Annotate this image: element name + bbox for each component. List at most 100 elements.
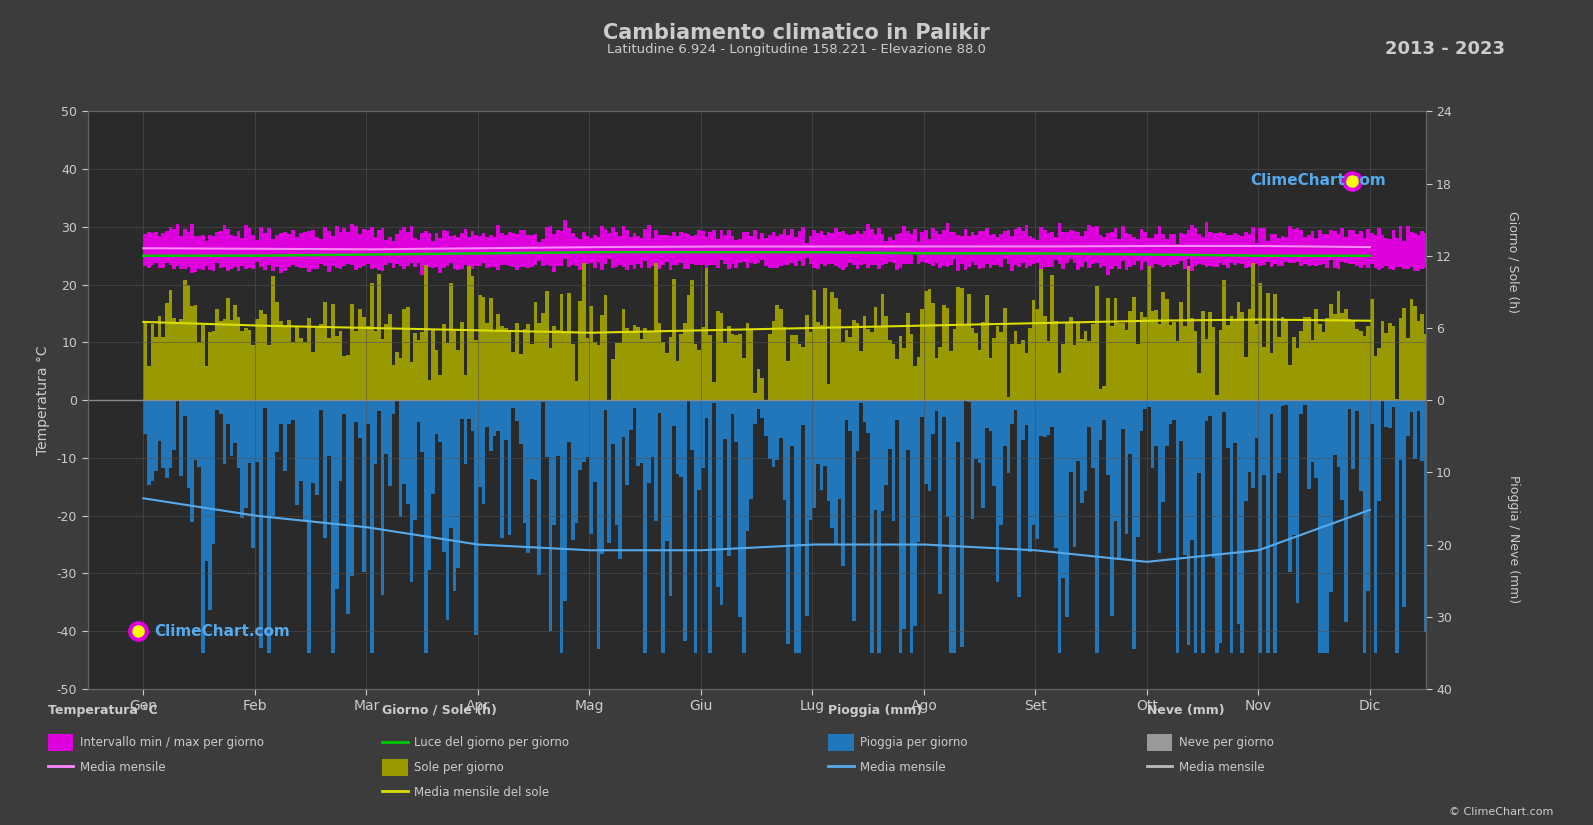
Bar [731, 236, 734, 264]
Bar [545, 227, 548, 266]
Text: Media mensile: Media mensile [1179, 761, 1265, 774]
Bar [1007, 397, 1010, 400]
Bar [1117, 400, 1121, 558]
Bar [916, 242, 921, 264]
Bar [1114, 400, 1117, 521]
Bar [456, 400, 460, 568]
Bar [406, 233, 409, 266]
Bar [855, 400, 859, 450]
Bar [887, 400, 892, 449]
Bar [553, 326, 556, 400]
Bar [1066, 232, 1069, 263]
Bar [1099, 389, 1102, 400]
Bar [1058, 400, 1061, 653]
Bar [793, 238, 798, 266]
Bar [370, 400, 374, 653]
Bar [981, 400, 984, 507]
Bar [644, 229, 647, 261]
Bar [723, 343, 726, 400]
Bar [1164, 238, 1169, 266]
Bar [1102, 237, 1106, 266]
Bar [1340, 313, 1344, 400]
Bar [268, 345, 271, 400]
Bar [1018, 400, 1021, 597]
Bar [395, 351, 398, 400]
Bar [1356, 328, 1359, 400]
Bar [1407, 338, 1410, 400]
Bar [1367, 400, 1370, 592]
Bar [1219, 232, 1222, 263]
Bar [1329, 304, 1333, 400]
Bar [593, 342, 597, 400]
Bar [363, 229, 366, 266]
Bar [1035, 400, 1039, 539]
Bar [1102, 386, 1106, 400]
Bar [299, 338, 303, 400]
Bar [1325, 318, 1329, 400]
Bar [295, 327, 299, 400]
Bar [1306, 400, 1311, 489]
Bar [143, 400, 147, 434]
Bar [244, 225, 247, 269]
Bar [147, 366, 151, 400]
Bar [992, 338, 996, 400]
Bar [683, 323, 687, 400]
Bar [503, 400, 508, 441]
Bar [406, 400, 409, 504]
Bar [776, 236, 779, 268]
Bar [892, 240, 895, 262]
Bar [675, 400, 679, 474]
Bar [427, 380, 432, 400]
Bar [838, 232, 841, 268]
Bar [970, 233, 975, 262]
Bar [870, 229, 873, 265]
Bar [526, 400, 530, 553]
Bar [1050, 232, 1055, 267]
Bar [186, 232, 190, 266]
Bar [999, 332, 1004, 400]
Bar [604, 295, 607, 400]
Bar [1193, 331, 1198, 400]
Bar [726, 400, 731, 556]
Bar [658, 323, 661, 400]
Bar [629, 237, 632, 266]
Bar [938, 234, 941, 268]
Bar [746, 400, 749, 531]
Bar [1133, 237, 1136, 265]
Bar [835, 228, 838, 266]
Bar [268, 400, 271, 653]
Bar [636, 236, 640, 264]
Bar [241, 238, 244, 266]
Bar [1445, 323, 1450, 400]
Bar [742, 233, 746, 262]
Bar [421, 233, 424, 275]
Bar [827, 233, 830, 263]
Bar [1351, 230, 1356, 264]
Bar [475, 235, 478, 266]
Bar [838, 309, 841, 400]
Bar [381, 338, 384, 400]
Bar [970, 328, 975, 400]
Bar [824, 400, 827, 466]
Bar [687, 233, 690, 270]
Bar [1359, 400, 1362, 491]
Bar [1125, 233, 1128, 270]
Bar [1395, 400, 1399, 653]
Bar [395, 233, 398, 264]
Bar [878, 327, 881, 400]
Bar [749, 236, 753, 263]
Bar [720, 314, 723, 400]
Bar [247, 400, 252, 463]
Bar [523, 400, 526, 523]
Bar [844, 329, 849, 400]
Bar [1032, 400, 1035, 525]
Bar [873, 307, 878, 400]
Bar [169, 290, 172, 400]
Bar [1161, 292, 1164, 400]
Bar [672, 279, 675, 400]
Bar [895, 234, 898, 270]
Bar [589, 400, 593, 534]
Bar [1445, 231, 1450, 271]
Bar [161, 337, 166, 400]
Bar [515, 323, 519, 400]
